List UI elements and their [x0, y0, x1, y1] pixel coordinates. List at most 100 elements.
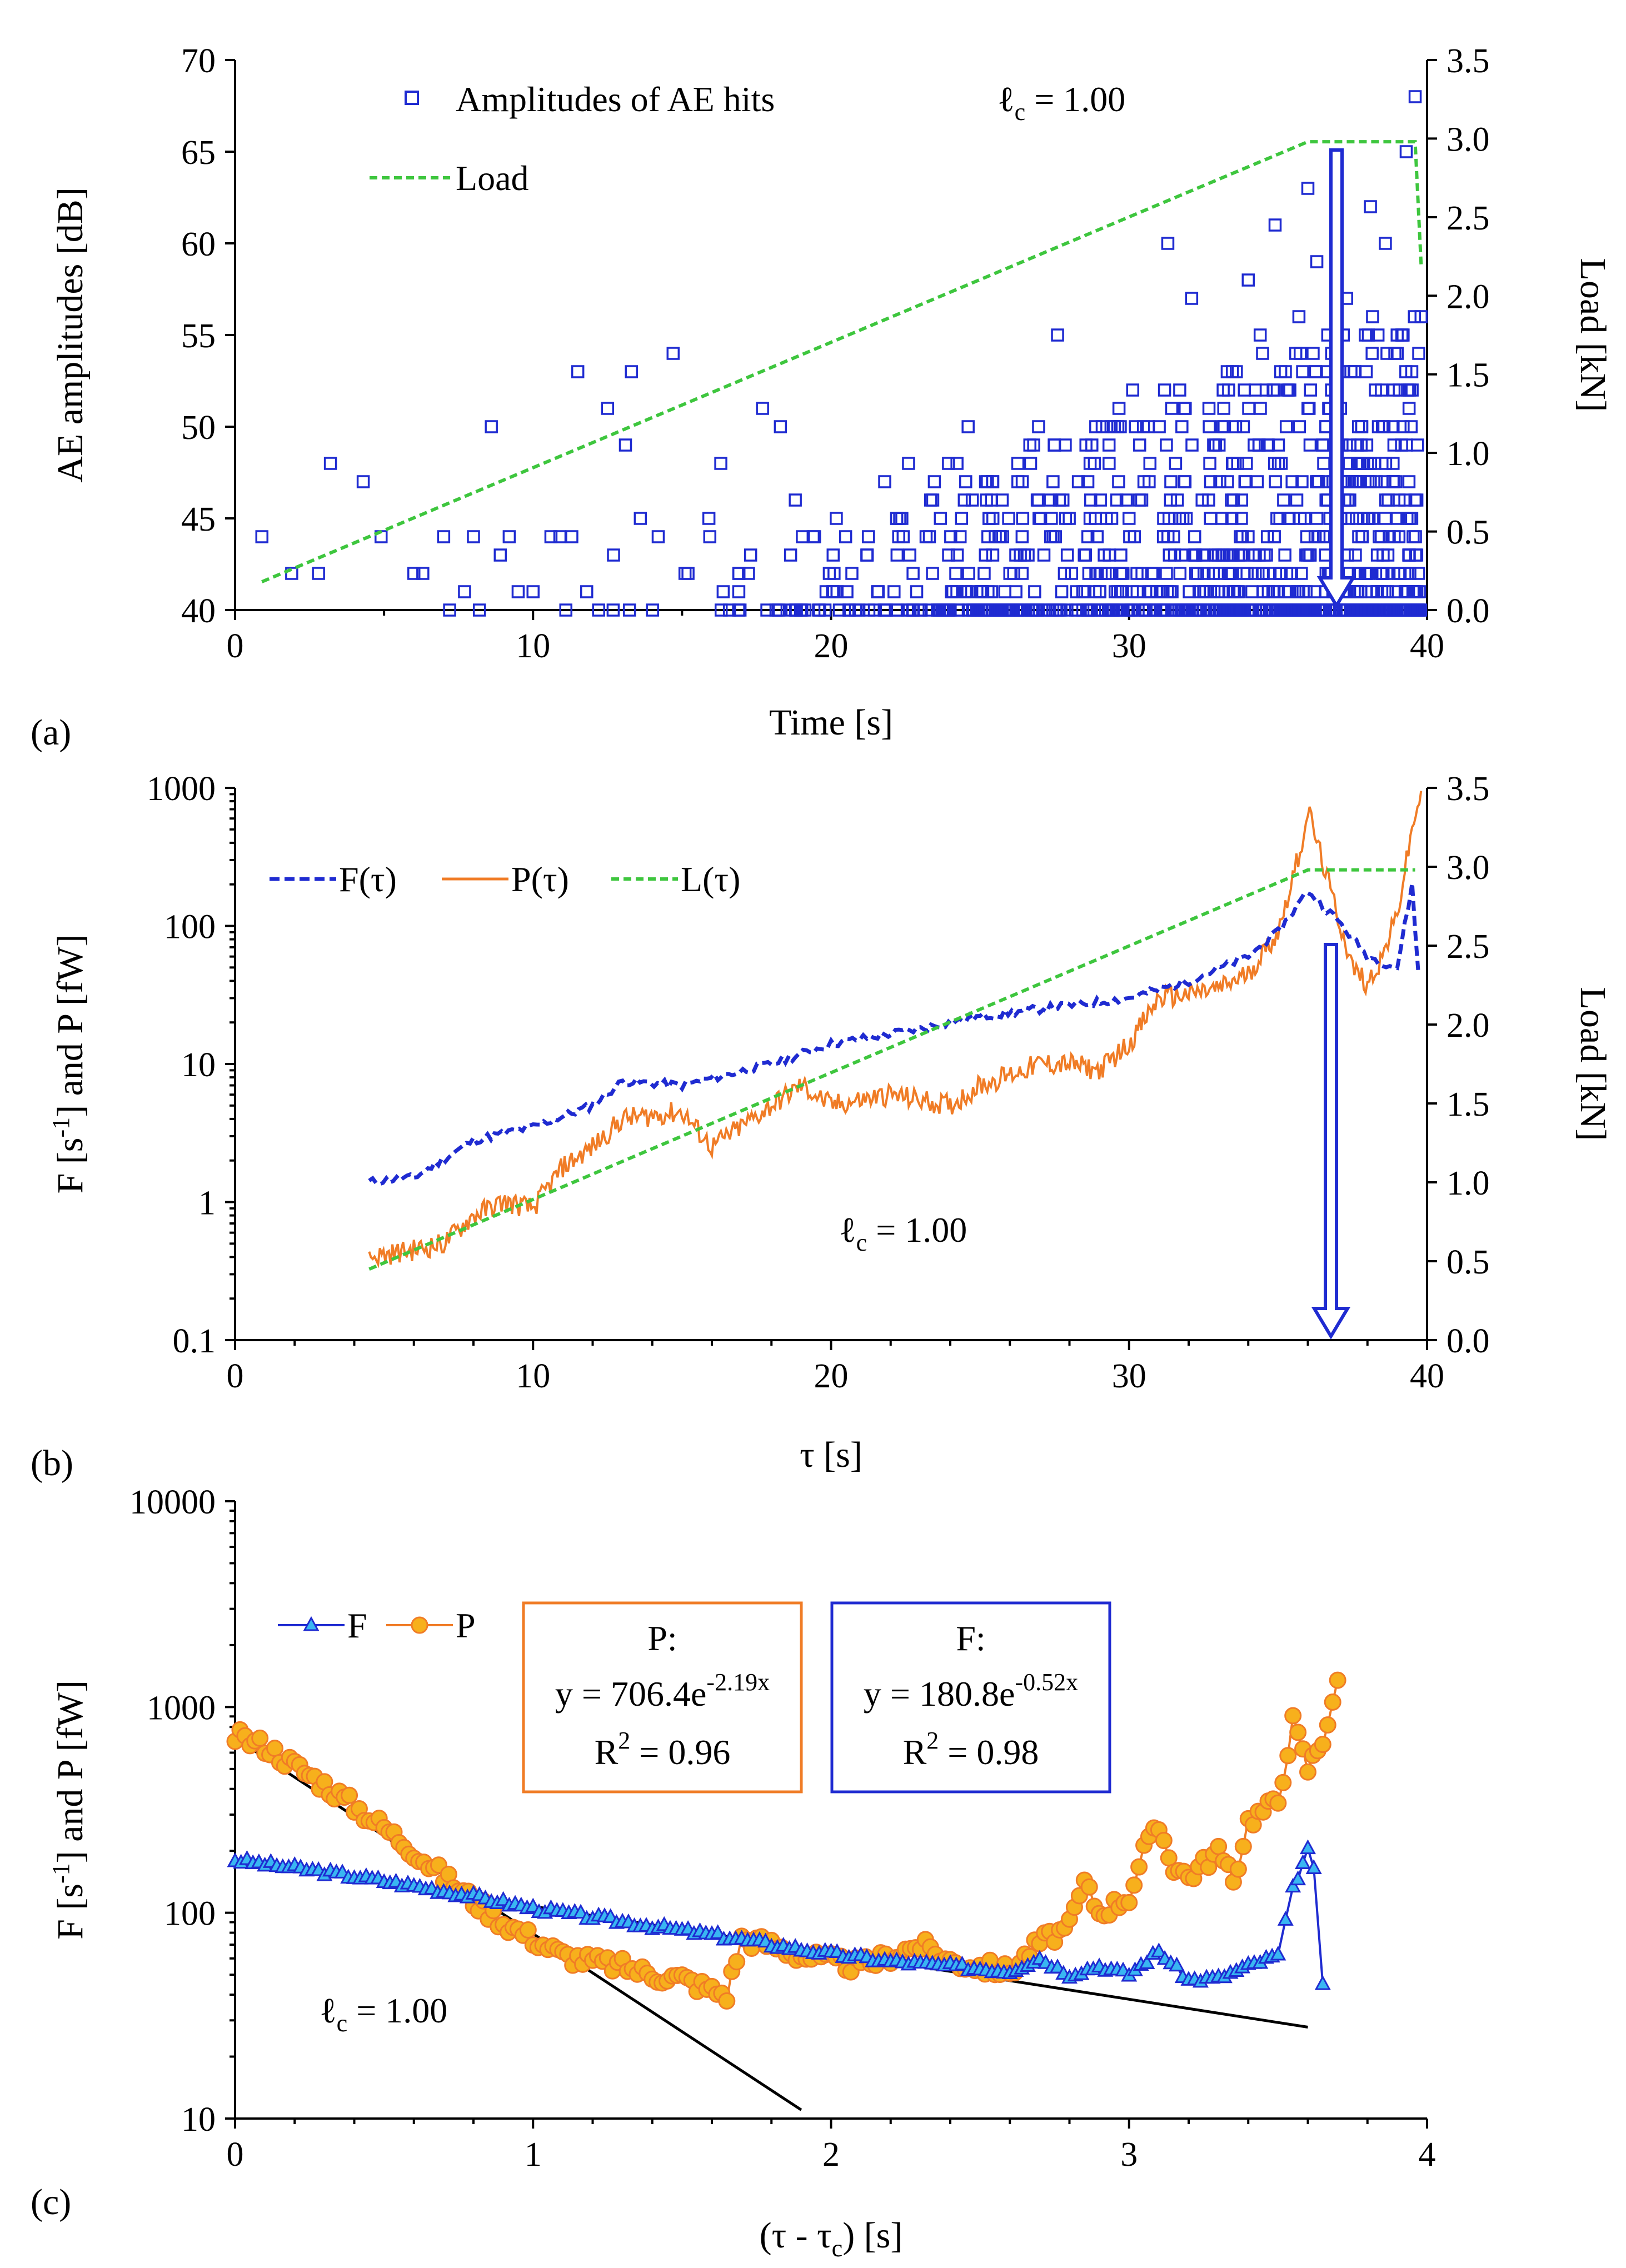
b-legend-F: F(τ) — [339, 860, 397, 899]
a-amplitude-point — [1082, 567, 1096, 580]
a-amplitude-point — [1405, 512, 1419, 525]
a-amplitude-point — [651, 530, 665, 543]
a-amplitude-point — [1248, 438, 1261, 452]
a-amplitude-point — [323, 457, 337, 470]
a-y2-tick-label: 0.5 — [1447, 514, 1490, 552]
b-y-axis-label-part: F [s — [50, 1138, 91, 1194]
a-load-line — [261, 140, 1423, 583]
a-amplitude-point — [878, 475, 891, 488]
a-amplitude-point — [1021, 548, 1035, 562]
a-amplitude-point — [1274, 457, 1288, 470]
a-amplitude-point — [860, 548, 874, 562]
a-amplitude-point — [1024, 457, 1038, 470]
a-amplitude-point — [1037, 548, 1051, 562]
a-amplitude-point — [1154, 603, 1168, 617]
a-amplitude-point — [1258, 548, 1271, 562]
a-amplitude-point — [502, 530, 516, 543]
a-amplitude-point — [1298, 512, 1311, 525]
a-amplitude-point — [1196, 548, 1209, 562]
a-amplitude-point — [871, 585, 884, 598]
a-amplitude-point — [977, 567, 991, 580]
a-amplitude-point — [822, 567, 836, 580]
a-amplitude-point — [1310, 475, 1323, 488]
c-x-tick-label: 2 — [822, 2136, 840, 2174]
a-annotation-part: c — [1015, 98, 1026, 126]
c-F-point — [1299, 1839, 1316, 1855]
a-amplitude-point — [1293, 347, 1307, 360]
a-amplitude-point — [942, 548, 955, 562]
a-amplitude-point — [1123, 512, 1136, 525]
a-amplitude-point — [1173, 383, 1186, 397]
a-amplitude-point — [914, 603, 928, 617]
a-amplitude-point — [1107, 603, 1120, 617]
b-y2-tick-label: 3.5 — [1447, 770, 1490, 808]
c-x-axis-label-part: c — [832, 2235, 843, 2262]
a-amplitude-point — [1236, 548, 1249, 562]
b-y-tick-label: 10 — [181, 1046, 216, 1084]
a-amplitude-point — [1063, 512, 1076, 525]
a-amplitude-point — [959, 475, 972, 488]
a-amplitude-point — [1128, 530, 1141, 543]
a-amplitude-point — [1185, 292, 1199, 305]
a-amplitude-point — [1379, 457, 1393, 470]
a-amplitude-point — [623, 603, 636, 617]
a-amplitude-point — [1212, 585, 1226, 598]
a-amplitude-point — [485, 420, 498, 433]
a-amplitude-point — [1188, 548, 1201, 562]
a-amplitude-point — [1030, 603, 1044, 617]
a-amplitude-point — [1238, 475, 1252, 488]
a-amplitude-point — [407, 567, 421, 580]
a-y-tick-label: 50 — [181, 409, 216, 447]
a-amplitude-point — [544, 530, 558, 543]
a-amplitude-point — [1402, 475, 1416, 488]
a-amplitude-point — [1366, 310, 1379, 323]
c-P-point — [251, 1729, 269, 1747]
a-amplitude-point — [1126, 383, 1140, 397]
a-amplitude-point — [1353, 457, 1366, 470]
a-amplitude-point — [1306, 347, 1320, 360]
a-amplitude-point — [807, 530, 821, 543]
a-amplitude-point — [1393, 603, 1406, 617]
a-amplitude-point — [1414, 310, 1428, 323]
a-x-axis-label: Time [s] — [769, 702, 893, 743]
c-F-markers — [227, 1839, 1331, 1990]
a-x-tick-label: 10 — [516, 627, 550, 665]
c-P-point — [1269, 1794, 1287, 1812]
a-amplitude-point — [1293, 420, 1306, 433]
a-amplitude-point — [1402, 548, 1415, 562]
a-amplitude-point — [1175, 548, 1189, 562]
a-amplitude-point — [1299, 585, 1313, 598]
b-failure-arrow-icon — [1311, 943, 1351, 1340]
a-amplitude-point — [1060, 603, 1074, 617]
a-amplitude-point — [1089, 420, 1103, 433]
a-amplitude-point — [1375, 383, 1388, 397]
a-amplitude-point — [1392, 530, 1406, 543]
a-amplitude-point — [1112, 402, 1126, 415]
a-amplitude-point — [472, 603, 486, 617]
a-amplitude-point — [1317, 457, 1330, 470]
b-annotation: ℓc = 1.00 — [839, 1210, 967, 1256]
a-amplitude-point — [592, 603, 605, 617]
a-amplitude-point — [1112, 475, 1125, 488]
c-P-point — [1125, 1876, 1143, 1894]
a-amplitude-point — [1145, 567, 1159, 580]
a-amplitude-point — [1046, 530, 1060, 543]
a-amplitude-point — [732, 567, 746, 580]
a-x-tick-label: 40 — [1410, 627, 1444, 665]
a-amplitude-point — [1351, 420, 1365, 433]
a-amplitude-point — [1278, 585, 1292, 598]
a-amplitude-point — [1007, 603, 1020, 617]
a-amplitude-point — [1116, 585, 1129, 598]
c-annotation-part: = 1.00 — [347, 1991, 447, 2030]
a-amplitude-point — [1173, 567, 1187, 580]
a-amplitude-point — [981, 530, 995, 543]
a-amplitude-point — [1403, 548, 1416, 562]
a-amplitude-point — [723, 603, 736, 617]
a-amplitude-point — [1165, 585, 1179, 598]
a-amplitude-point — [1405, 383, 1419, 397]
a-amplitude-point — [1023, 438, 1036, 452]
c-legend-P: P — [456, 1606, 476, 1645]
a-amplitude-point — [1376, 548, 1390, 562]
c-y-axis-label-part: -1 — [47, 1863, 74, 1884]
a-amplitude-point — [1398, 567, 1411, 580]
